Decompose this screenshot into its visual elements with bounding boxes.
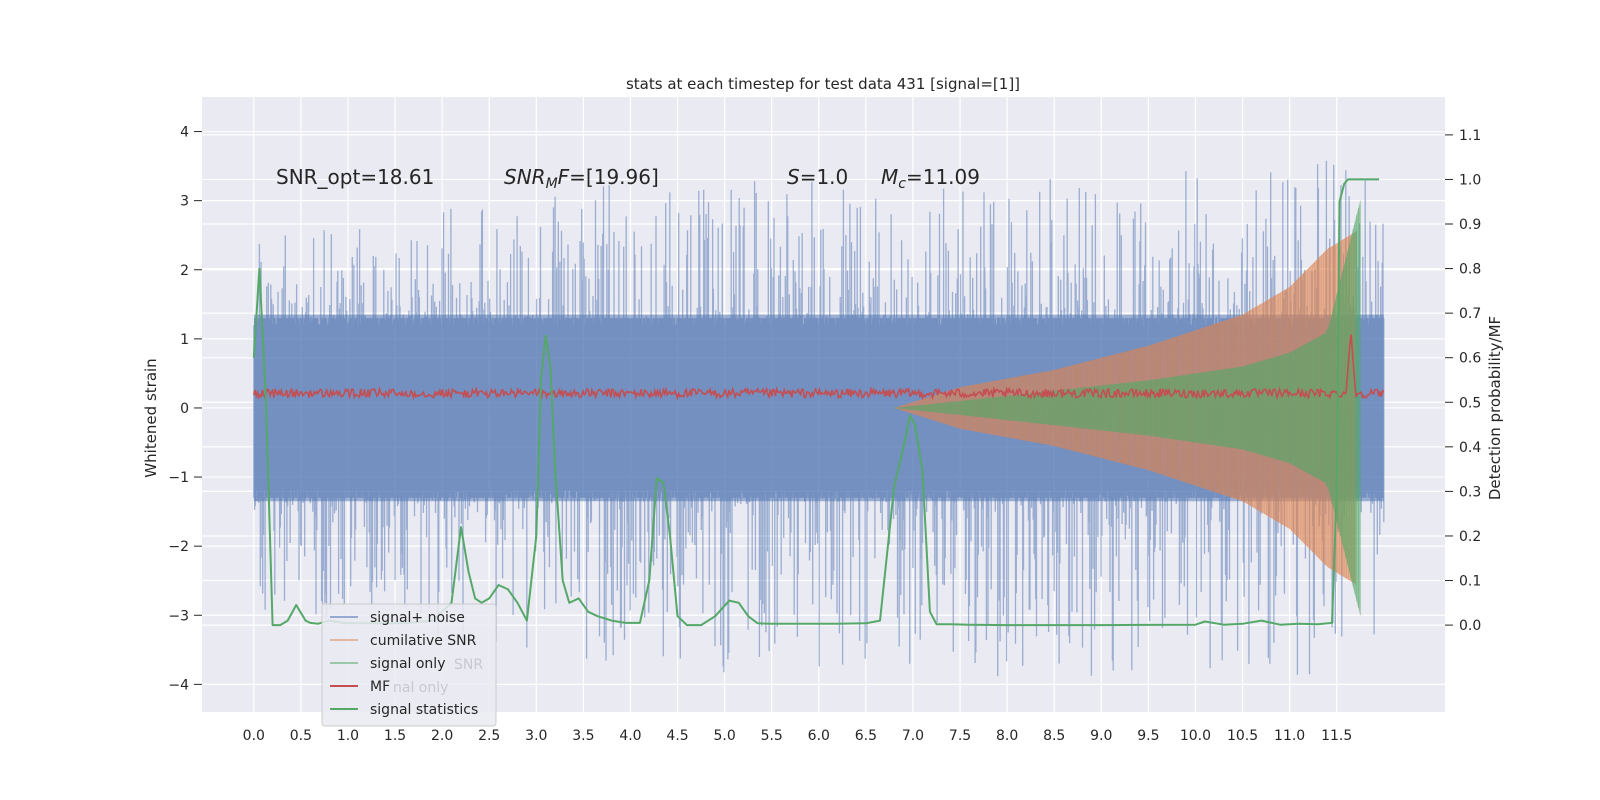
y2-tick-label: 0.5 [1459,395,1481,411]
x-tick-label: 7.0 [902,728,924,744]
annotation-mc-subscript: c [898,176,906,192]
x-tick-label: 0.0 [243,728,265,744]
legend-ghost-label: SNR [454,657,483,673]
x-tick-label: 8.5 [1043,728,1065,744]
annotation-s-value: =1.0 [800,165,849,189]
y2-tick-label: 0.0 [1459,618,1481,634]
annotation-snr-mf-value: =[19.96] [569,165,659,189]
x-tick-label: 4.5 [666,728,688,744]
x-tick-label: 7.5 [949,728,971,744]
chirp-cycles [895,200,1361,616]
x-tick-label: 10.5 [1227,728,1258,744]
series-mf [253,334,1385,401]
annotation-snr-mf: SNRMF=[19.96] [504,165,659,192]
y-tick-label: −1 [168,470,189,486]
x-tick-label: 3.5 [572,728,594,744]
x-tick-label: 1.0 [337,728,359,744]
y2-tick-label: 0.7 [1459,306,1481,322]
y-tick-label: −3 [168,608,189,624]
annotation-snr-mf-subscript: M [546,176,558,192]
y2-axis-label: Detection probability/MF [1486,316,1504,500]
y-tick-label: −2 [168,539,189,555]
x-tick-label: 9.0 [1090,728,1112,744]
x-tick-label: 8.0 [996,728,1018,744]
x-axis-ticks: 0.0 0.5 1.0 1.5 2.0 2.5 3.0 3.5 4.0 4.5 5.0 5.5 6.0 6… [243,728,1353,744]
x-tick-label: 6.5 [855,728,877,744]
y2-tick-label: 1.1 [1459,128,1481,144]
y-tick-label: 3 [180,194,189,210]
legend-label: MF [370,679,390,695]
y2-tick-label: 0.8 [1459,262,1481,278]
annotation-mc: Mc=11.09 [881,165,980,192]
legend-label: signal statistics [370,702,478,718]
x-tick-label: 10.0 [1180,728,1211,744]
annotation-snr-opt: SNR_opt=18.61 [276,165,434,189]
legend-label: cumilative SNR [370,633,477,649]
x-tick-label: 4.0 [619,728,641,744]
annotation-s: S=1.0 [787,165,848,189]
y-tick-label: 1 [180,332,189,348]
y-tick-label: 2 [180,263,189,279]
chart-title: stats at each timestep for test data 431… [626,75,1020,93]
y2-tick-label: 0.3 [1459,484,1481,500]
y2-tick-label: 0.6 [1459,351,1481,367]
x-tick-label: 11.5 [1321,728,1352,744]
y2-tick-label: 1.0 [1459,172,1481,188]
legend-ghost-label: nal only [393,680,448,696]
y-tick-label: −4 [168,677,189,693]
y-axis-ticks: 4 3 2 1 0 −1 −2 −3 −4 [168,125,202,693]
x-tick-label: 9.5 [1137,728,1159,744]
chirp-envelope [894,200,1361,616]
x-tick-label: 0.5 [290,728,312,744]
y-tick-label: 4 [180,125,189,141]
legend-label: signal only [370,656,445,672]
x-tick-label: 2.5 [478,728,500,744]
legend-frame [321,603,497,727]
y2-tick-label: 0.1 [1459,574,1481,590]
series-signal-only [894,200,1361,616]
mf-line [253,334,1385,401]
x-tick-label: 3.0 [525,728,547,744]
y2-axis-ticks: 1.1 1.0 0.9 0.8 0.7 0.6 0.5 0.4 0.3 0.2 0.1 0.0 [1445,128,1481,634]
x-tick-label: 5.0 [713,728,735,744]
y2-tick-label: 0.9 [1459,217,1481,233]
annotation-s-symbol: S [787,165,800,189]
y2-tick-label: 0.2 [1459,529,1481,545]
annotation-snr-mf-symbol: SNR [504,165,546,189]
legend: SNR nal only signal+ noise cumilative SNR… [321,603,497,727]
x-tick-label: 6.0 [808,728,830,744]
annotation-snr-mf-f: F [558,165,570,189]
x-tick-label: 5.5 [761,728,783,744]
annotation-mc-symbol: M [881,165,898,189]
x-tick-label: 2.0 [431,728,453,744]
y-axis-label: Whitened strain [142,358,160,477]
y-tick-label: 0 [180,401,189,417]
legend-label: signal+ noise [370,610,465,626]
y2-tick-label: 0.4 [1459,440,1481,456]
x-tick-label: 1.5 [384,728,406,744]
x-tick-label: 11.0 [1274,728,1305,744]
annotation-mc-value: =11.09 [906,165,980,189]
